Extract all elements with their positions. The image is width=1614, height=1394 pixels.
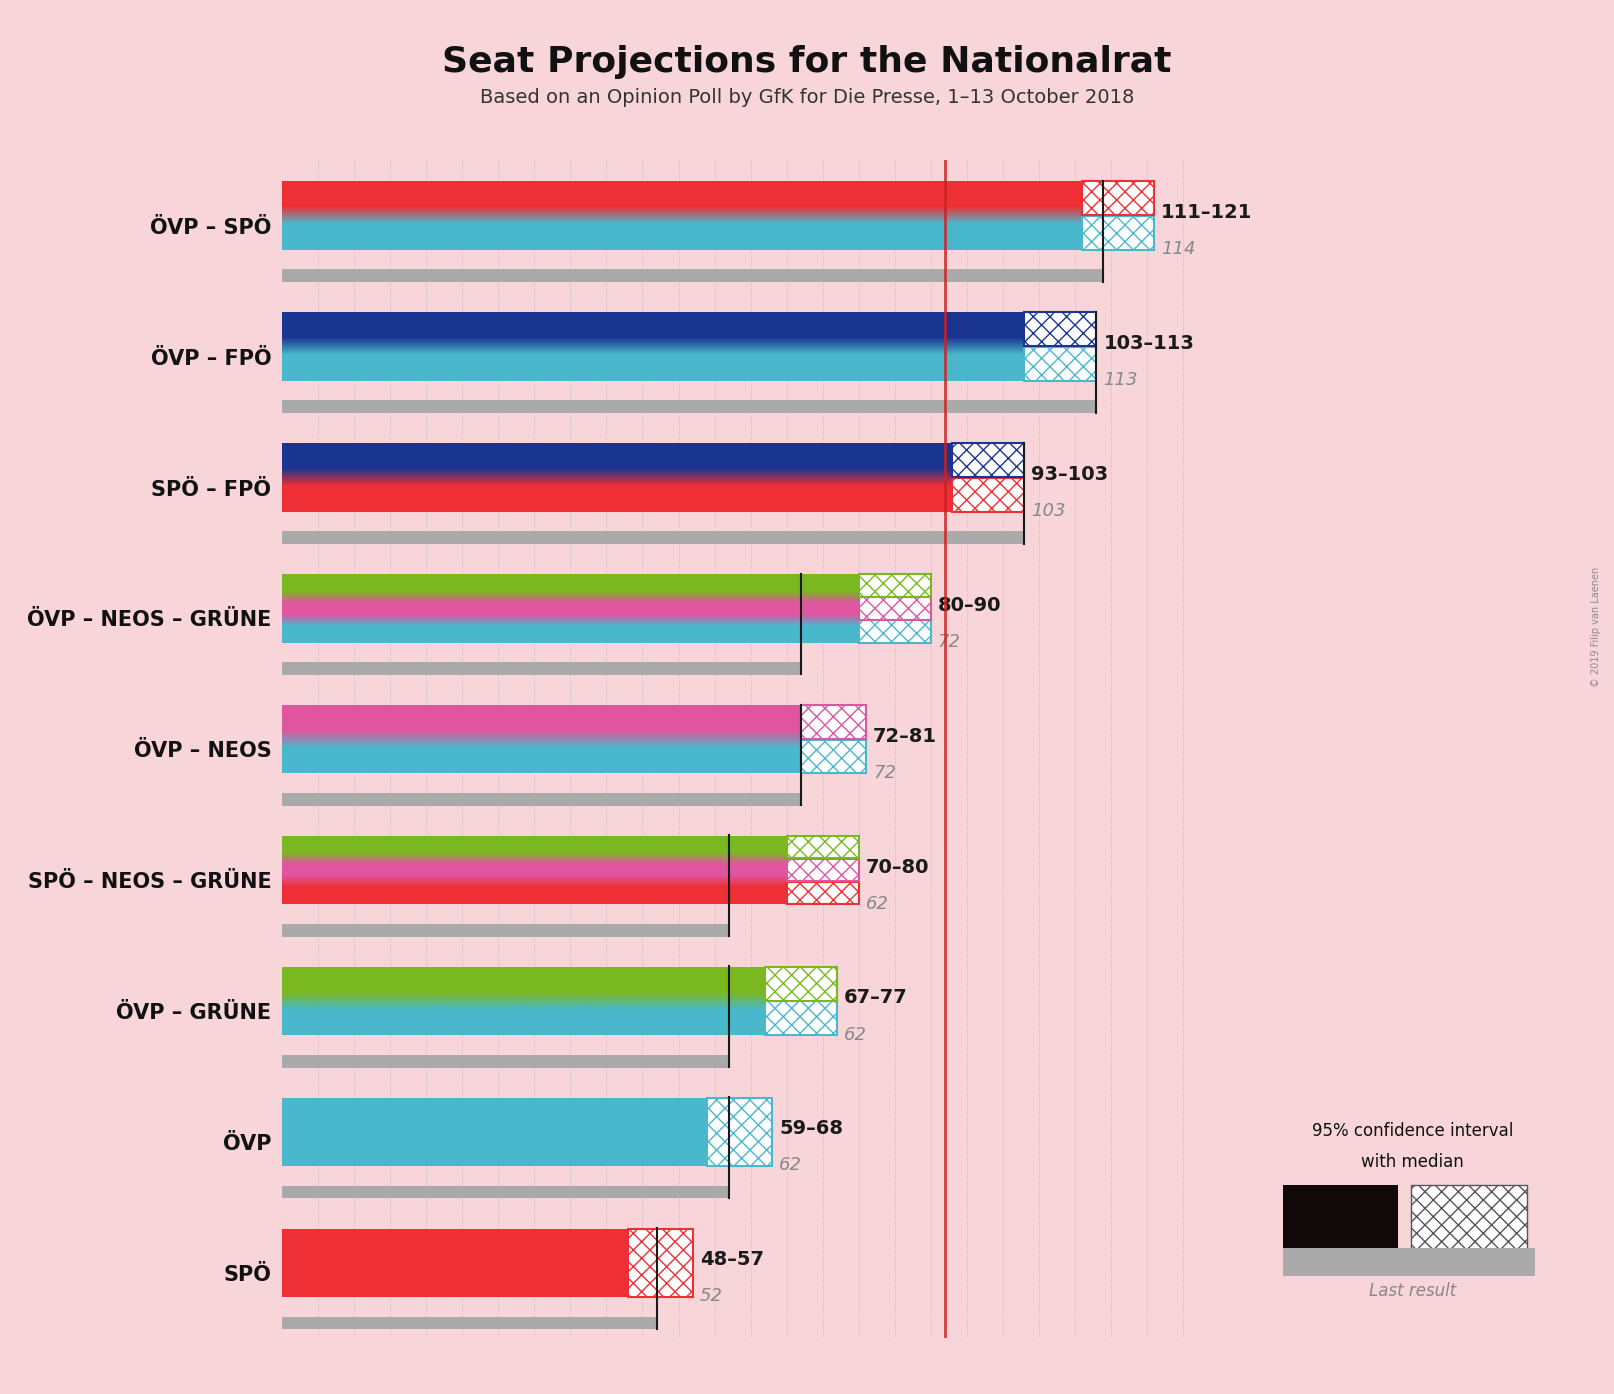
Bar [801, 739, 865, 774]
Text: 52: 52 [700, 1287, 723, 1305]
Bar [1025, 347, 1096, 381]
Bar [282, 662, 801, 675]
Bar [859, 620, 931, 643]
Text: 70–80: 70–80 [865, 857, 930, 877]
Bar [282, 882, 786, 905]
Bar [1081, 216, 1154, 250]
Bar [1025, 312, 1096, 346]
Bar [786, 836, 859, 859]
Bar [282, 739, 801, 774]
Text: 95% confidence interval: 95% confidence interval [1312, 1122, 1512, 1140]
Text: 103–113: 103–113 [1104, 335, 1194, 353]
Bar [282, 966, 765, 1001]
Text: 114: 114 [1160, 240, 1196, 258]
Bar [282, 1316, 657, 1330]
Bar [282, 269, 1104, 282]
Bar [282, 620, 859, 643]
Text: 62: 62 [844, 1026, 867, 1044]
Bar [859, 574, 931, 597]
Bar [1081, 181, 1154, 215]
Bar [707, 1098, 771, 1165]
Bar [282, 181, 1081, 215]
Text: 113: 113 [1104, 371, 1138, 389]
Bar [282, 1001, 765, 1036]
Bar [282, 1186, 730, 1199]
Bar [952, 443, 1025, 477]
Bar [282, 859, 786, 881]
Bar [952, 478, 1025, 512]
Bar [765, 966, 838, 1001]
Bar [282, 531, 1025, 544]
Text: with median: with median [1361, 1153, 1464, 1171]
Bar [801, 705, 865, 739]
Bar [282, 793, 801, 806]
Bar [282, 705, 801, 739]
Bar [282, 574, 859, 597]
Text: Based on an Opinion Poll by GfK for Die Presse, 1–13 October 2018: Based on an Opinion Poll by GfK for Die … [479, 88, 1135, 107]
Text: 80–90: 80–90 [938, 595, 1001, 615]
Text: 59–68: 59–68 [780, 1119, 843, 1139]
Text: © 2019 Filip van Laenen: © 2019 Filip van Laenen [1591, 567, 1601, 687]
Text: 62: 62 [780, 1157, 802, 1175]
Bar [282, 347, 1025, 381]
Text: 72: 72 [873, 764, 896, 782]
Bar [628, 1230, 692, 1296]
Bar [765, 1001, 838, 1036]
Bar [282, 312, 1025, 346]
Bar [282, 400, 1096, 413]
Text: Last result: Last result [1369, 1282, 1456, 1301]
Bar [282, 443, 952, 477]
Bar [786, 882, 859, 905]
Bar [786, 859, 859, 881]
Text: 48–57: 48–57 [700, 1250, 763, 1269]
Text: Seat Projections for the Nationalrat: Seat Projections for the Nationalrat [442, 45, 1172, 78]
Text: 62: 62 [865, 895, 889, 913]
Text: 72–81: 72–81 [873, 726, 936, 746]
Bar [282, 597, 859, 619]
Text: 111–121: 111–121 [1160, 204, 1252, 222]
Bar [282, 1098, 707, 1165]
Text: 67–77: 67–77 [844, 988, 907, 1008]
Bar [282, 924, 730, 937]
Bar [282, 1230, 628, 1296]
Text: 103: 103 [1031, 502, 1065, 520]
Text: 72: 72 [938, 633, 960, 651]
Bar [282, 216, 1081, 250]
Bar [282, 836, 786, 859]
Bar [859, 597, 931, 619]
Text: 93–103: 93–103 [1031, 466, 1109, 484]
Bar [282, 1055, 730, 1068]
Bar [282, 478, 952, 512]
